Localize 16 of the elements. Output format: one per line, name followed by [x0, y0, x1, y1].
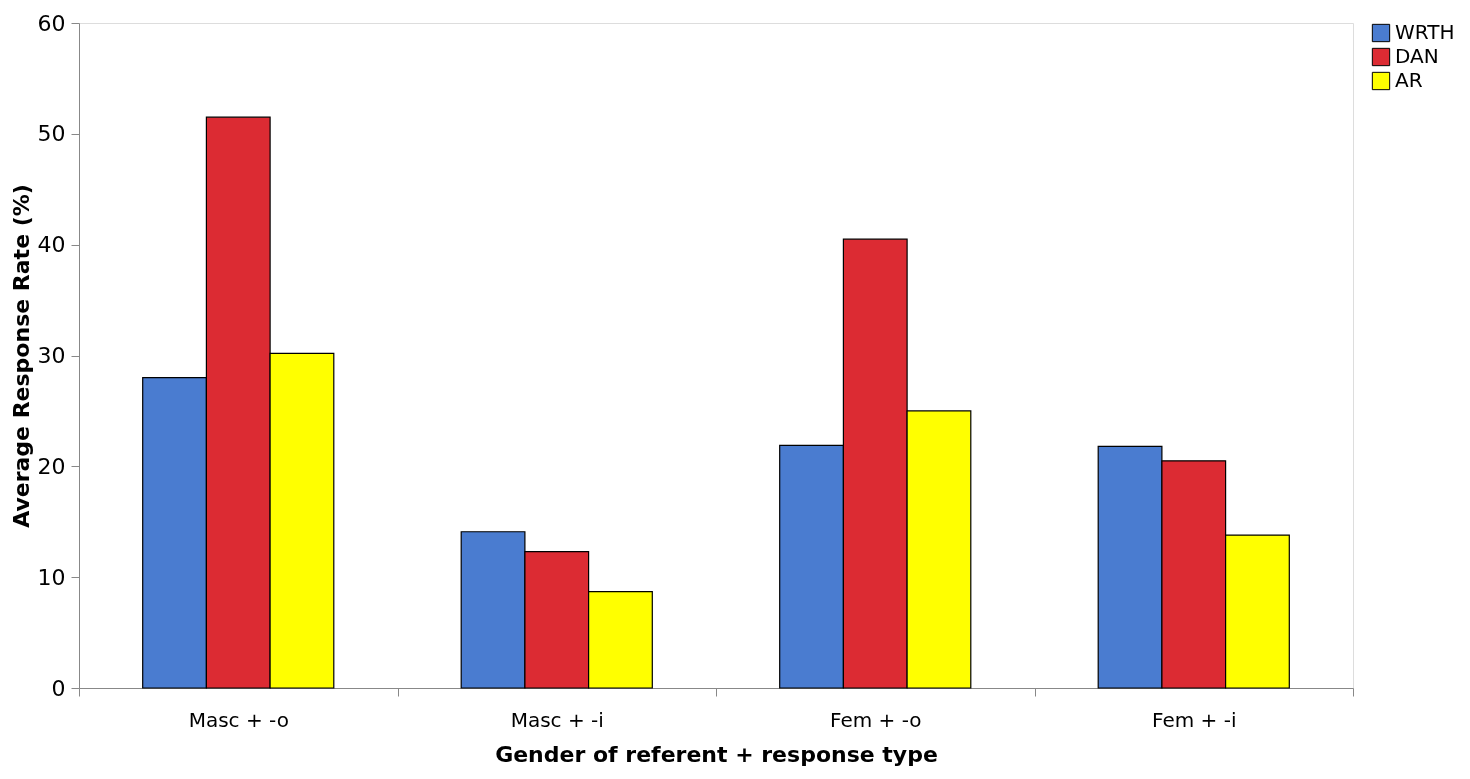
- y-axis-title: Average Response Rate (%): [8, 184, 34, 528]
- x-tick-label: Masc + -i: [510, 707, 604, 732]
- y-tick-label: 20: [37, 453, 66, 479]
- x-tick-label: Fem + -i: [1152, 707, 1237, 732]
- legend-label: AR: [1395, 68, 1423, 92]
- legend-label: DAN: [1395, 44, 1439, 68]
- x-axis-title: Gender of referent + response type: [495, 741, 938, 767]
- y-tick-label: 30: [37, 343, 66, 368]
- y-tick-label: 50: [37, 121, 66, 147]
- legend-label: WRTH: [1395, 20, 1455, 44]
- y-tick-label: 40: [37, 232, 66, 258]
- y-tick-label: 10: [37, 564, 66, 590]
- y-tick-label: 60: [37, 10, 66, 36]
- x-tick-label: Fem + -o: [830, 707, 922, 732]
- y-tick-label: 0: [51, 675, 66, 701]
- x-tick-label: Masc + -o: [188, 707, 289, 732]
